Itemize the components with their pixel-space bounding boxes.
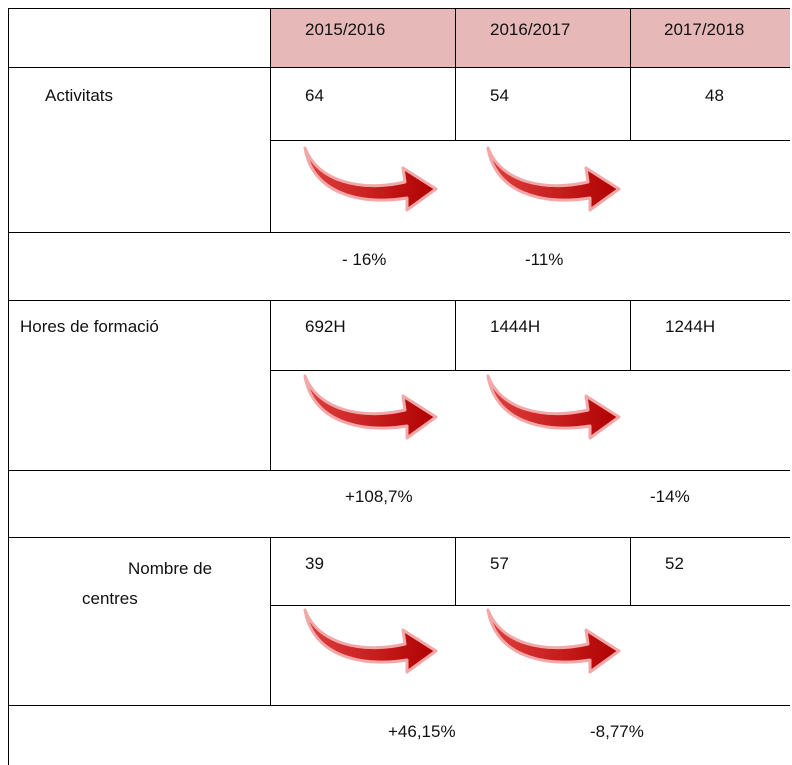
arrow bbox=[486, 146, 621, 212]
border bbox=[8, 705, 790, 706]
border bbox=[455, 537, 456, 605]
column-header: 2017/2018 bbox=[664, 20, 745, 39]
header-cell bbox=[271, 9, 455, 67]
border bbox=[270, 605, 790, 606]
cell-value: 692H bbox=[305, 317, 346, 336]
arrow bbox=[486, 608, 621, 674]
border bbox=[630, 300, 631, 370]
border bbox=[8, 8, 9, 765]
cell-value: 48 bbox=[705, 86, 724, 105]
change: +108,7% bbox=[345, 487, 413, 506]
cell-value: 1444H bbox=[490, 317, 541, 336]
border bbox=[270, 300, 271, 470]
border bbox=[8, 67, 790, 68]
border bbox=[270, 140, 790, 141]
cell-value: 64 bbox=[305, 86, 324, 105]
border bbox=[8, 470, 790, 471]
arrow bbox=[486, 374, 621, 440]
cell-value: 52 bbox=[665, 554, 684, 573]
border bbox=[270, 537, 271, 705]
arrow bbox=[303, 608, 438, 674]
header-cell bbox=[456, 9, 630, 67]
border bbox=[455, 300, 456, 370]
border bbox=[270, 8, 271, 232]
border bbox=[630, 537, 631, 605]
change: +46,15% bbox=[388, 722, 456, 741]
cell-value: 1244H bbox=[665, 317, 716, 336]
cell-value: 57 bbox=[490, 554, 509, 573]
border bbox=[270, 370, 790, 371]
border bbox=[8, 8, 790, 9]
border bbox=[455, 8, 456, 140]
change: -14% bbox=[650, 487, 690, 506]
change: - 16% bbox=[342, 250, 387, 269]
row-label: Nombre de centres bbox=[82, 559, 213, 608]
border bbox=[630, 8, 631, 140]
row-label: Activitats bbox=[45, 86, 114, 105]
arrow bbox=[303, 374, 438, 440]
cell-value: 54 bbox=[490, 86, 509, 105]
change: -11% bbox=[525, 250, 564, 269]
border bbox=[8, 537, 790, 538]
change: -8,77% bbox=[590, 722, 644, 741]
header-cell bbox=[631, 9, 790, 67]
border bbox=[8, 300, 790, 301]
column-header: 2016/2017 bbox=[490, 20, 571, 39]
column-header: 2015/2016 bbox=[305, 20, 386, 39]
arrow bbox=[303, 146, 438, 212]
row-label: Hores de formació bbox=[20, 317, 159, 336]
cell-value: 39 bbox=[305, 554, 324, 573]
border bbox=[8, 232, 790, 233]
